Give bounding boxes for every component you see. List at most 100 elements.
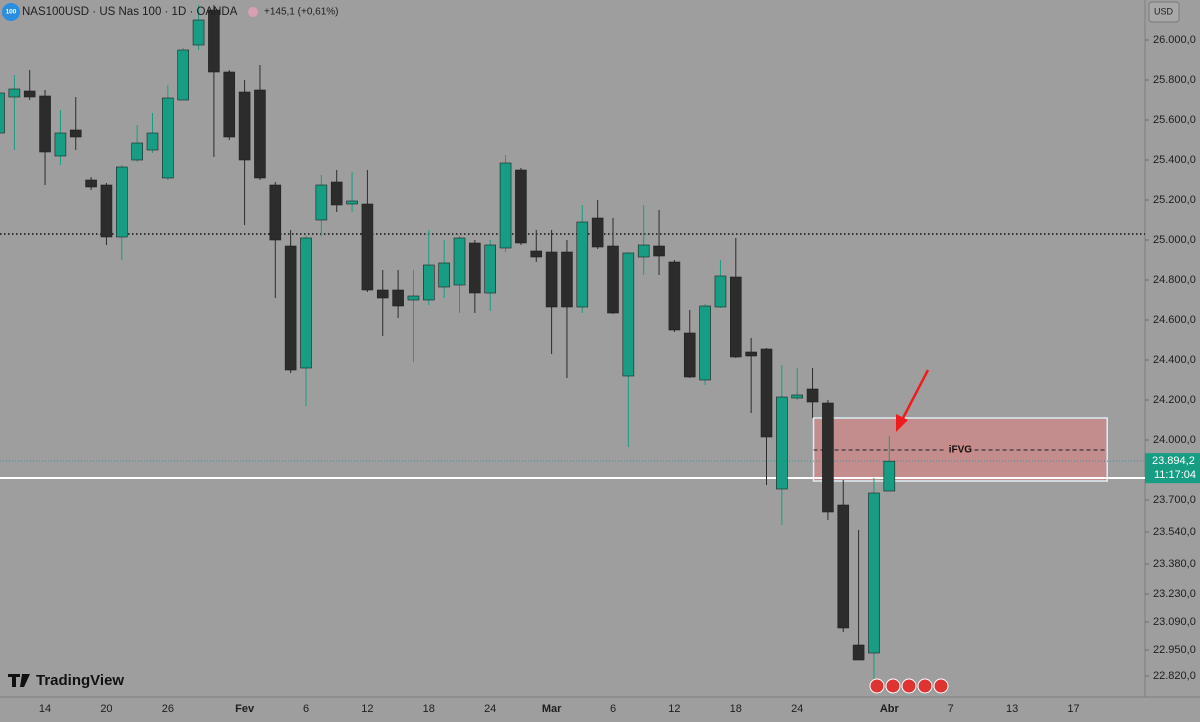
candle-body [837, 504, 850, 629]
candle-body [361, 203, 374, 291]
y-tick-label: 23.230,0 [1153, 588, 1196, 600]
candle-body [484, 244, 497, 294]
y-tick-label: 24.800,0 [1153, 274, 1196, 286]
candle-body [515, 169, 527, 244]
currency-button[interactable] [1148, 1, 1180, 23]
x-tick-label: 14 [39, 703, 51, 715]
x-tick-label: 18 [730, 703, 742, 715]
candle-body [745, 351, 757, 357]
y-tick-label: 23.700,0 [1153, 494, 1196, 506]
y-tick-label: 23.380,0 [1153, 558, 1196, 570]
candle-body [146, 132, 159, 151]
candle-body [591, 217, 604, 248]
candle-body [469, 242, 481, 294]
x-tick-label: 24 [484, 703, 496, 715]
candle-body [576, 221, 589, 308]
annotation-arrow [900, 369, 930, 421]
event-flags [869, 678, 949, 694]
y-tick-label: 23.090,0 [1153, 616, 1196, 628]
candle-body [85, 179, 97, 188]
candle-body [729, 276, 742, 358]
brand-name: TradingView [36, 672, 124, 689]
y-tick-label: 25.400,0 [1153, 154, 1196, 166]
candle-body [438, 262, 450, 288]
x-tick-label: 13 [1006, 703, 1018, 715]
event-flag [901, 678, 917, 694]
brand-logo [8, 674, 30, 687]
candle-body [407, 295, 420, 301]
x-tick-label: Fev [235, 703, 255, 715]
y-tick-label: 24.600,0 [1153, 314, 1196, 326]
candle-body [300, 237, 312, 369]
last-price-badge [1145, 453, 1200, 484]
currency-label[interactable]: USD [1154, 6, 1174, 16]
y-tick-label: 25.800,0 [1153, 74, 1196, 86]
y-tick-label: 24.000,0 [1153, 434, 1196, 446]
candle-body [8, 88, 21, 98]
candle-body [208, 9, 220, 73]
candle-body [192, 19, 205, 46]
candle-body [530, 250, 543, 258]
x-tick-label: Abr [880, 703, 900, 715]
x-tick-label: 6 [303, 703, 309, 715]
candle-body [238, 91, 251, 161]
candle-body [100, 184, 113, 238]
x-tick-label: 20 [100, 703, 112, 715]
candle-body [39, 95, 51, 153]
candle-body [637, 244, 650, 258]
candle-body [699, 305, 711, 381]
countdown-label: 11:17:04 [1154, 469, 1196, 481]
x-tick-label: 7 [948, 703, 954, 715]
candle-body [131, 142, 143, 161]
symbol-title: NAS100USD · US Nas 100 · 1D · OANDA [22, 6, 238, 18]
y-tick-label: 22.820,0 [1153, 670, 1196, 682]
y-tick-label: 25.000,0 [1153, 234, 1196, 246]
candle-body [346, 200, 358, 205]
x-tick-label: 12 [361, 703, 373, 715]
candle-body [668, 261, 681, 331]
x-tick-label: Mar [542, 703, 562, 715]
candle-body [376, 289, 389, 299]
candle-body [69, 129, 82, 138]
market-status-icon [248, 7, 258, 17]
annotation-arrowhead [896, 414, 908, 432]
candle-body [822, 402, 834, 513]
y-tick-label: 25.600,0 [1153, 114, 1196, 126]
x-tick-label: 12 [668, 703, 680, 715]
candle-body [791, 394, 804, 399]
x-tick-label: 24 [791, 703, 803, 715]
candle-body [223, 71, 236, 138]
candle-body [177, 49, 189, 101]
candle-body [653, 245, 665, 257]
symbol-badge-text: 100 [6, 9, 17, 16]
candle-body [545, 251, 558, 308]
candle-body [23, 90, 36, 98]
candle-body [883, 460, 896, 492]
candle-body [499, 162, 512, 249]
x-tick-label: 26 [162, 703, 174, 715]
candle-body [116, 166, 128, 238]
candle-body [453, 237, 466, 286]
candle-body [806, 388, 819, 403]
candle-body [622, 252, 635, 377]
price-change: +145,1 (+0,61%) [264, 7, 339, 18]
event-flag [885, 678, 901, 694]
axes: 26.000,0 25.800,0 25.600,0 25.400,0 25.200,0… [39, 34, 1200, 715]
x-tick-label: 17 [1067, 703, 1079, 715]
candle-body [868, 492, 880, 654]
candle-body [561, 251, 573, 308]
candle-body [284, 245, 297, 371]
y-tick-label: 26.000,0 [1153, 34, 1196, 46]
candle-body [315, 184, 328, 221]
y-tick-label: 22.950,0 [1153, 644, 1196, 656]
event-flag [933, 678, 949, 694]
candle-body [269, 184, 282, 241]
candle-body [392, 289, 404, 307]
candle-body [714, 275, 727, 308]
candle-body [683, 332, 696, 378]
candle-body [607, 245, 619, 314]
candle-body [776, 396, 788, 490]
